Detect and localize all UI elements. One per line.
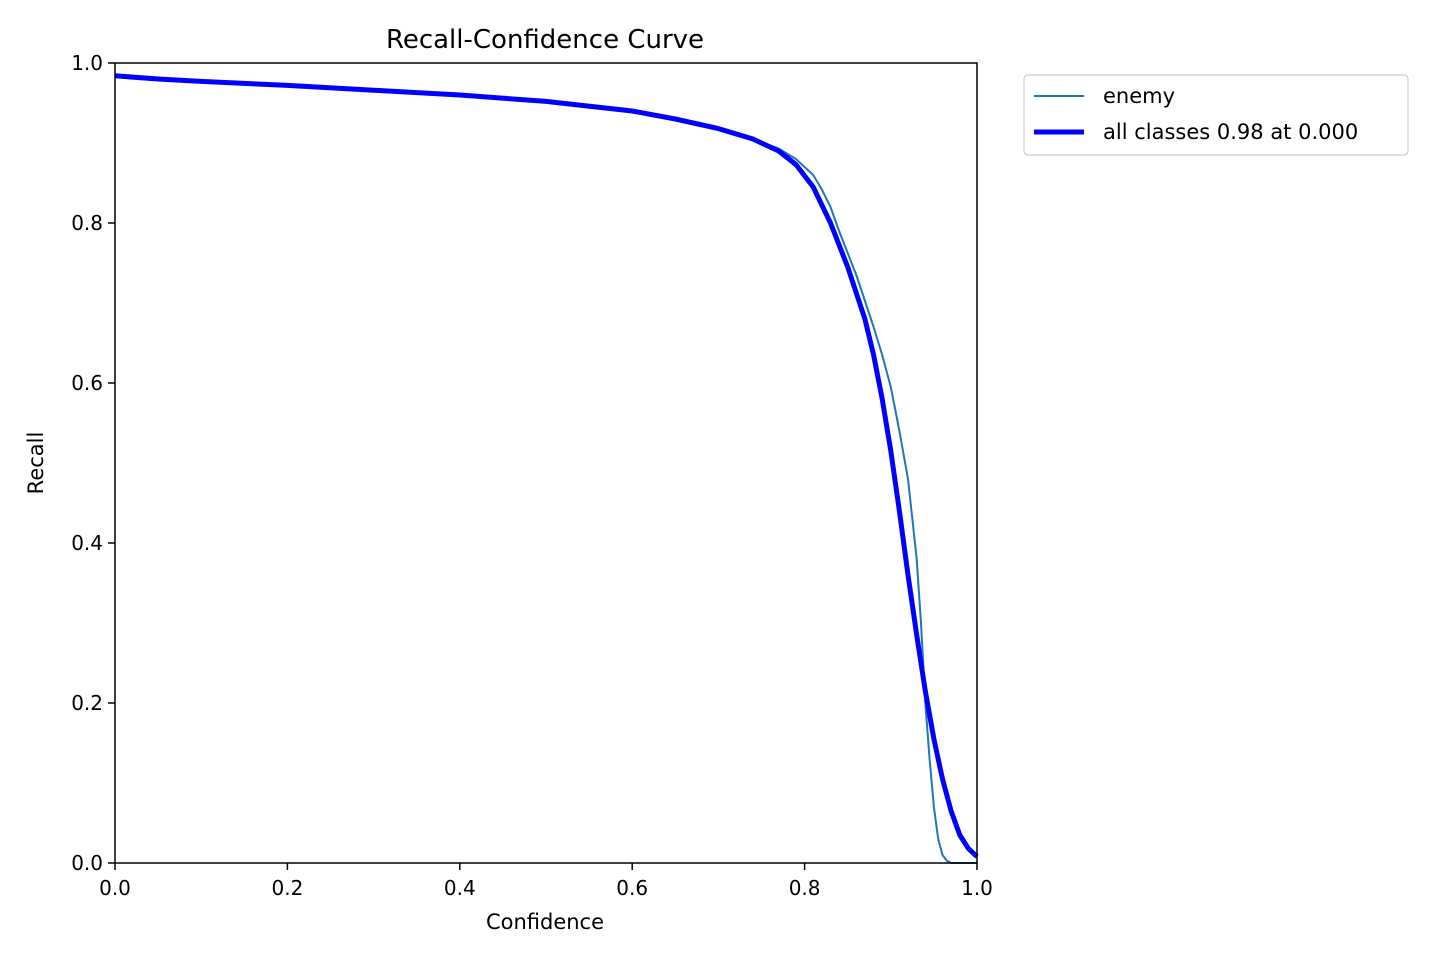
series-line-2 <box>114 73 979 859</box>
x-tick-label: 0.6 <box>616 876 648 900</box>
x-tick-label: 0.2 <box>271 876 303 900</box>
y-tick-label: 0.8 <box>71 211 103 235</box>
plot-frame <box>114 62 978 864</box>
legend-label-1: enemy <box>1103 84 1175 108</box>
x-tick-label: 0.4 <box>444 876 476 900</box>
x-tick-label: 0.8 <box>789 876 821 900</box>
y-axis-title: Recall <box>24 432 48 495</box>
series-layer <box>114 73 979 864</box>
y-tick-label: 0.6 <box>71 371 103 395</box>
legend-box <box>1023 74 1409 156</box>
chart-title: Recall-Confidence Curve <box>386 25 704 55</box>
axes-layer: 0.0 0.2 0.4 0.6 0.8 1.0 0.0 0.2 0.4 0.6 0.8 1.0 <box>71 51 993 900</box>
y-tick-label: 0.4 <box>71 531 103 555</box>
y-tick-label: 0.2 <box>71 691 103 715</box>
legend: enemy all classes 0.98 at 0.000 <box>1023 74 1409 156</box>
x-axis-title: Confidence <box>486 910 604 934</box>
x-tick-label: 0.0 <box>99 876 131 900</box>
y-tick-label: 1.0 <box>71 51 103 75</box>
legend-label-2: all classes 0.98 at 0.000 <box>1103 120 1358 144</box>
x-tick-label: 1.0 <box>961 876 993 900</box>
y-tick-label: 0.0 <box>71 851 103 875</box>
